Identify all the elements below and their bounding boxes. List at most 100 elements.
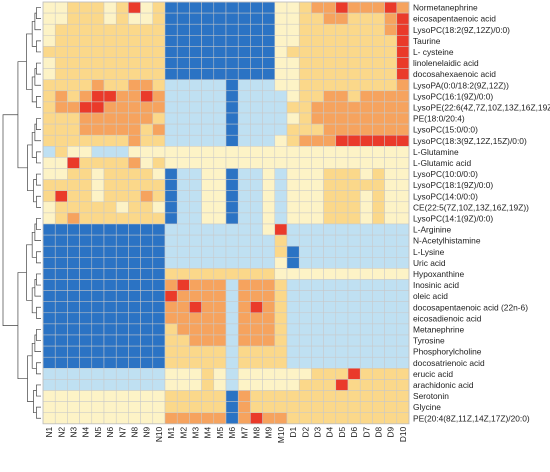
heatmap-cell xyxy=(347,245,361,258)
heatmap-cell xyxy=(274,123,288,136)
heatmap-cell xyxy=(311,168,324,180)
dendrogram-branch xyxy=(33,179,37,203)
heatmap-cell xyxy=(298,57,312,69)
heatmap-cell xyxy=(396,212,410,225)
heatmap-cell xyxy=(225,168,239,180)
heatmap-cell xyxy=(359,390,373,402)
heatmap-cell xyxy=(115,23,129,36)
heatmap-cell xyxy=(164,68,178,80)
heatmap-cell xyxy=(91,134,105,147)
heatmap-cell xyxy=(250,79,263,92)
heatmap-cell xyxy=(201,79,215,92)
heatmap-cell xyxy=(384,168,398,180)
heatmap-cell xyxy=(396,12,410,25)
heatmap-cell xyxy=(237,201,251,214)
heatmap-cell xyxy=(42,401,56,413)
heatmap-cell xyxy=(152,356,166,369)
heatmap-cell xyxy=(42,190,56,203)
dendrogram-branch xyxy=(36,306,41,319)
heatmap-cell xyxy=(274,212,288,225)
heatmap-cell xyxy=(140,23,154,36)
heatmap-cell xyxy=(213,79,227,92)
heatmap-cell xyxy=(359,234,373,247)
heatmap-cell xyxy=(42,345,56,358)
heatmap-cell xyxy=(140,90,154,103)
heatmap-cell xyxy=(140,323,154,336)
heatmap-cell xyxy=(79,201,93,214)
heatmap-cell xyxy=(286,190,300,203)
heatmap-cell xyxy=(189,245,202,258)
heatmap-cell xyxy=(359,90,373,103)
heatmap-cell xyxy=(140,257,154,269)
heatmap-cell xyxy=(189,46,202,58)
dendrogram-branch xyxy=(33,390,37,414)
heatmap-cell xyxy=(67,401,80,413)
heatmap-cell xyxy=(250,46,263,58)
dendrogram-branch xyxy=(27,355,34,402)
heatmap-cell xyxy=(311,312,324,325)
heatmap-cell xyxy=(359,223,373,236)
row-label: L-Lysine xyxy=(413,247,445,257)
heatmap-cell xyxy=(347,35,361,47)
heatmap-cell xyxy=(396,290,410,302)
heatmap-cell xyxy=(396,101,410,114)
heatmap-cell xyxy=(140,268,154,280)
heatmap-cell xyxy=(298,168,312,180)
heatmap-cell xyxy=(189,90,202,103)
heatmap-cell xyxy=(311,234,324,247)
heatmap-cell xyxy=(213,201,227,214)
heatmap-cell xyxy=(225,112,239,125)
heatmap-cell xyxy=(140,368,154,380)
heatmap-cell xyxy=(262,35,276,47)
heatmap-cell xyxy=(237,1,251,14)
heatmap-cell xyxy=(250,268,263,280)
heatmap-cell xyxy=(164,345,178,358)
heatmap-cell xyxy=(274,390,288,402)
heatmap-cell xyxy=(250,290,263,302)
heatmap-cell xyxy=(176,301,190,314)
heatmap-cell xyxy=(103,23,117,36)
heatmap-cell xyxy=(225,46,239,58)
heatmap-cell xyxy=(140,290,154,302)
heatmap-cell xyxy=(323,334,337,347)
heatmap-cell xyxy=(323,257,337,269)
heatmap-cell xyxy=(298,290,312,302)
heatmap-cell xyxy=(323,79,337,92)
heatmap-cell xyxy=(128,212,141,225)
heatmap-cell xyxy=(250,23,263,36)
heatmap-cell xyxy=(335,368,349,380)
heatmap-cell xyxy=(286,368,300,380)
heatmap-cell xyxy=(262,146,276,158)
heatmap-cell xyxy=(237,412,251,425)
heatmap-cell xyxy=(359,323,373,336)
heatmap-cell xyxy=(298,90,312,103)
heatmap-cell xyxy=(323,290,337,302)
heatmap-cell xyxy=(176,12,190,25)
heatmap-cell xyxy=(91,268,105,280)
heatmap-cell xyxy=(152,368,166,380)
heatmap-cell xyxy=(274,179,288,191)
heatmap-cell xyxy=(103,157,117,169)
heatmap-cell xyxy=(237,245,251,258)
heatmap-cell xyxy=(176,101,190,114)
heatmap-cell xyxy=(54,401,68,413)
heatmap-cell xyxy=(164,35,178,47)
heatmap-cell xyxy=(152,390,166,402)
heatmap-cell xyxy=(274,257,288,269)
heatmap-cell xyxy=(103,35,117,47)
heatmap-cell xyxy=(42,68,56,80)
heatmap-cell xyxy=(262,412,276,425)
heatmap-cell xyxy=(372,234,385,247)
heatmap-cell xyxy=(274,201,288,214)
heatmap-cell xyxy=(54,312,68,325)
heatmap-cell xyxy=(384,257,398,269)
heatmap-cell xyxy=(335,245,349,258)
heatmap-cell xyxy=(128,356,141,369)
heatmap-cell xyxy=(237,46,251,58)
heatmap-cell xyxy=(335,279,349,291)
heatmap-cell xyxy=(286,290,300,302)
heatmap-cell xyxy=(335,334,349,347)
heatmap-cell xyxy=(396,368,410,380)
heatmap-cell xyxy=(250,257,263,269)
heatmap-cell xyxy=(176,134,190,147)
